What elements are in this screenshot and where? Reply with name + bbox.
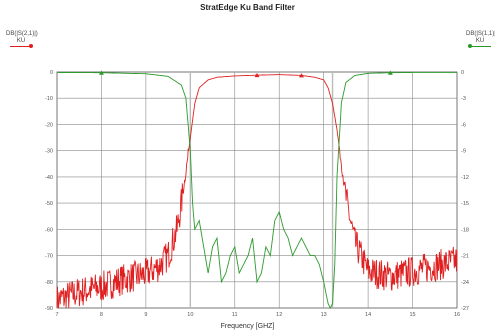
x-tick-label: 10 <box>187 312 193 318</box>
s21-marker <box>254 72 260 78</box>
x-tick-label: 14 <box>365 312 371 318</box>
y-right-tick-label: -24 <box>461 280 469 286</box>
y-left-tick-label: -10 <box>45 96 53 102</box>
x-tick-label: 8 <box>100 312 103 318</box>
y-right-tick-label: -3 <box>461 96 466 102</box>
x-axis-label: Frequency [GHZ] <box>220 323 275 330</box>
x-tick-label: 9 <box>144 312 147 318</box>
legend-s11-swatch <box>468 44 491 48</box>
y-right-tick-label: -15 <box>461 201 469 207</box>
y-right-tick-label: -6 <box>461 122 466 128</box>
x-tick-label: 7 <box>55 312 58 318</box>
y-right-tick-label: -18 <box>461 227 469 233</box>
x-tick-label: 13 <box>321 312 327 318</box>
chart-title: StratEdge Ku Band Filter <box>200 3 295 12</box>
legend-s11-sub: KU <box>475 38 485 44</box>
legend-s11-label: DB(|S(1,1)|) <box>466 31 495 37</box>
y-left-tick-label: -30 <box>45 149 53 155</box>
y-left-tick-label: -40 <box>45 175 53 181</box>
y-left-tick-label: -90 <box>45 306 53 312</box>
legend-s21: DB(|S(2,1)|) KU <box>6 31 38 48</box>
legend-s21-label: DB(|S(2,1)|) <box>6 31 38 37</box>
s21-marker <box>298 73 304 78</box>
y-right-tick-label: -12 <box>461 175 469 181</box>
y-left-tick-label: 0 <box>50 70 53 76</box>
x-tick-label: 12 <box>276 312 282 318</box>
legend-s11: DB(|S(1,1)|) KU <box>466 31 495 48</box>
s11-marker <box>98 70 104 75</box>
x-tick-label: 15 <box>409 312 415 318</box>
legend-s21-swatch <box>10 44 33 48</box>
y-left-tick-label: -80 <box>45 280 53 286</box>
x-tick-label: 16 <box>454 312 460 318</box>
legend-s21-sub: KU <box>16 38 26 44</box>
y-right-tick-label: -27 <box>461 306 469 312</box>
y-right-tick-label: -21 <box>461 254 469 260</box>
x-tick-label: 11 <box>232 312 238 318</box>
y-left-tick-label: -50 <box>45 201 53 207</box>
s11-marker <box>387 70 393 75</box>
y-left-tick-label: -60 <box>45 227 53 233</box>
y-left-tick-label: -20 <box>45 122 53 128</box>
y-right-tick-label: 0 <box>461 70 464 76</box>
y-left-tick-label: -70 <box>45 254 53 260</box>
y-right-tick-label: -9 <box>461 149 466 155</box>
